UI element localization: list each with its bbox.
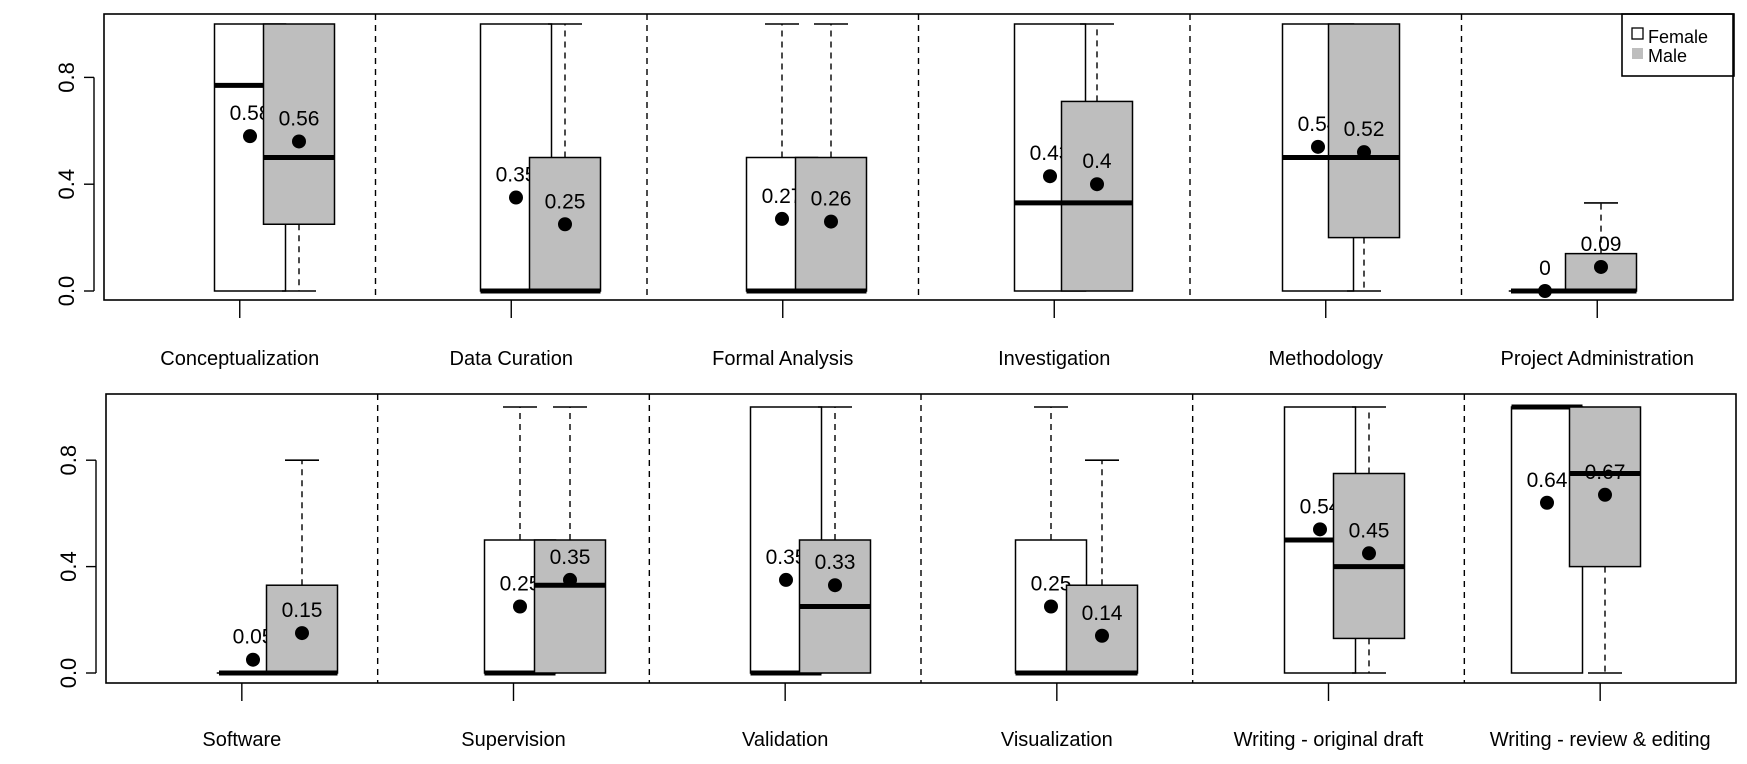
male-box-group: 0.67 — [1568, 406, 1642, 674]
female-mean-label: 0.43 — [1030, 142, 1071, 165]
female-mean-point — [509, 190, 523, 205]
male-mean-label: 0.26 — [811, 188, 852, 211]
legend-label-female: Female — [1648, 27, 1708, 47]
female-mean-point — [243, 129, 257, 144]
legend-swatch-male — [1632, 48, 1643, 59]
male-box — [533, 539, 607, 674]
male-box-group: 0.4 — [1060, 23, 1134, 292]
female-mean-point — [1313, 522, 1327, 537]
y-tick-label: 0.8 — [56, 445, 81, 476]
female-mean-label: 0.27 — [762, 185, 803, 208]
male-mean-label: 0.33 — [815, 551, 856, 574]
male-box-group: 0.09 — [1564, 202, 1638, 294]
male-box-group: 0.33 — [798, 406, 872, 674]
panel-bottom: 0.0 0.4 0.8 Software 0.05 0.15 Supervision 0.25… — [56, 393, 1737, 751]
female-mean-label: 0.58 — [230, 102, 271, 125]
category-label: Supervision — [461, 729, 566, 751]
legend-frame — [1621, 13, 1735, 77]
male-box-group: 0.52 — [1327, 23, 1401, 292]
female-mean-point — [1311, 139, 1325, 154]
female-mean-point — [779, 572, 793, 587]
male-mean-label: 0.25 — [545, 190, 586, 213]
female-mean-label: 0.35 — [496, 164, 537, 187]
male-box-group: 0.15 — [265, 459, 339, 676]
male-mean-label: 0.45 — [1349, 519, 1390, 542]
male-mean-point — [1090, 177, 1104, 192]
category-label: Validation — [742, 729, 828, 751]
male-box — [1568, 406, 1642, 568]
male-mean-point — [1598, 487, 1612, 502]
category-label: Data Curation — [450, 348, 573, 370]
male-box — [794, 156, 868, 292]
female-mean-label: 0.64 — [1527, 469, 1568, 492]
legend: Female Male — [1621, 13, 1735, 77]
male-mean-label: 0.15 — [282, 599, 323, 622]
female-mean-point — [1540, 495, 1554, 510]
male-mean-point — [1594, 259, 1608, 274]
male-box-group: 0.25 — [528, 23, 602, 294]
male-box-group: 0.26 — [794, 23, 868, 294]
male-mean-point — [1362, 546, 1376, 561]
category-label: Methodology — [1268, 348, 1383, 370]
female-mean-point — [775, 211, 789, 226]
male-box-group: 0.45 — [1332, 406, 1406, 674]
legend-label-male: Male — [1648, 46, 1687, 66]
y-tick-label: 0.4 — [54, 169, 79, 200]
male-mean-point — [1357, 145, 1371, 160]
male-mean-label: 0.52 — [1344, 118, 1385, 141]
male-mean-point — [563, 572, 577, 587]
male-box-group: 0.14 — [1065, 459, 1139, 676]
male-mean-label: 0.09 — [1581, 233, 1622, 256]
male-mean-point — [292, 134, 306, 149]
female-mean-point — [1044, 599, 1058, 614]
category-label: Visualization — [1001, 729, 1113, 751]
male-mean-label: 0.56 — [279, 107, 320, 130]
male-mean-point — [828, 578, 842, 593]
female-mean-label: 0.54 — [1300, 495, 1341, 518]
male-box — [1060, 100, 1134, 292]
female-mean-label: 0.25 — [500, 573, 541, 596]
male-mean-point — [295, 626, 309, 641]
panel-top: 0.0 0.4 0.8 Conceptualization 0.58 0.56 Data C… — [54, 13, 1734, 370]
category-label: Writing - original draft — [1234, 729, 1424, 751]
category-label: Formal Analysis — [712, 348, 853, 370]
male-mean-label: 0.67 — [1585, 461, 1626, 484]
legend-swatch-female — [1631, 27, 1644, 40]
category-label: Writing - review & editing — [1490, 729, 1711, 751]
category-label: Investigation — [998, 348, 1110, 370]
y-tick-label: 0.8 — [54, 62, 79, 93]
male-mean-label: 0.35 — [550, 546, 591, 569]
male-box-group: 0.56 — [262, 23, 336, 292]
male-box-group: 0.35 — [533, 406, 607, 674]
category-label: Conceptualization — [160, 348, 319, 370]
female-mean-label: 0.05 — [233, 626, 274, 649]
category-label: Project Administration — [1501, 348, 1694, 370]
female-mean-label: 0.35 — [766, 546, 807, 569]
male-mean-point — [824, 214, 838, 229]
male-mean-label: 0.4 — [1082, 150, 1112, 173]
female-mean-label: 0.25 — [1031, 573, 1072, 596]
female-mean-point — [513, 599, 527, 614]
male-mean-point — [558, 217, 572, 232]
y-tick-label: 0.4 — [56, 551, 81, 582]
male-box — [1327, 23, 1401, 239]
female-mean-point — [1538, 284, 1552, 298]
male-mean-point — [1095, 628, 1109, 643]
male-mean-label: 0.14 — [1082, 602, 1123, 625]
female-mean-label: 0 — [1539, 257, 1551, 280]
category-label: Software — [202, 729, 281, 751]
male-box — [262, 23, 336, 225]
female-mean-point — [1043, 169, 1057, 184]
female-mean-point — [246, 652, 260, 667]
y-tick-label: 0.0 — [54, 276, 79, 307]
y-tick-label: 0.0 — [56, 658, 81, 689]
